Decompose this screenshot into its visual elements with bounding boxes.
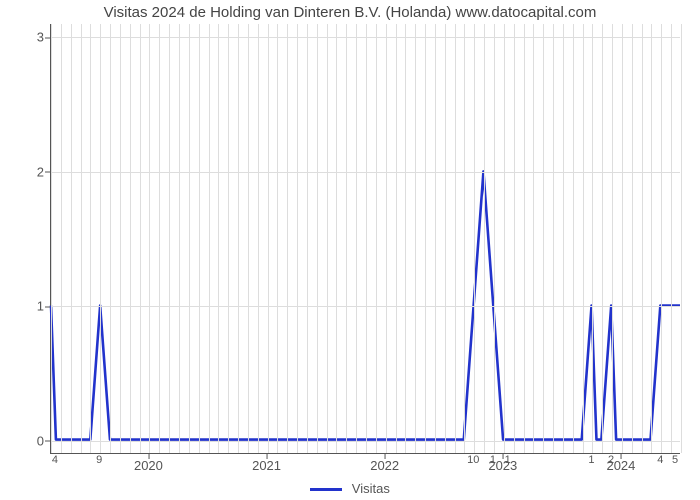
gridline-vertical — [573, 24, 574, 453]
gridline-vertical — [90, 24, 91, 453]
x-tick-label-small: 4 — [52, 454, 58, 466]
gridline-vertical — [681, 24, 682, 453]
gridline-vertical — [592, 24, 593, 453]
gridline-vertical — [602, 24, 603, 453]
gridline-vertical — [248, 24, 249, 453]
x-tick-label-small: 1 — [588, 454, 594, 466]
x-tick-label-small: 10 — [467, 454, 479, 466]
gridline-vertical — [51, 24, 52, 453]
x-tick-label-small: 5 — [672, 454, 678, 466]
gridline-vertical — [287, 24, 288, 453]
plot-area — [50, 24, 680, 454]
gridline-vertical — [671, 24, 672, 453]
gridline-vertical — [317, 24, 318, 453]
gridline-vertical — [159, 24, 160, 453]
y-tick-label: 2 — [4, 164, 44, 179]
gridline-vertical — [81, 24, 82, 453]
gridline-vertical — [504, 24, 505, 453]
gridline-vertical — [642, 24, 643, 453]
gridline-vertical — [455, 24, 456, 453]
x-tick-label-small: 1 — [505, 454, 511, 466]
gridline-vertical — [445, 24, 446, 453]
gridline-vertical — [415, 24, 416, 453]
gridline-vertical — [228, 24, 229, 453]
x-tick-label-year: 2022 — [370, 458, 399, 473]
gridline-vertical — [61, 24, 62, 453]
chart-title: Visitas 2024 de Holding van Dinteren B.V… — [0, 4, 700, 21]
y-tick-label: 1 — [4, 299, 44, 314]
x-tick-label-small: 1 — [490, 454, 496, 466]
x-tick-label-small: 2 — [608, 454, 614, 466]
line-chart: Visitas 2024 de Holding van Dinteren B.V… — [0, 0, 700, 500]
gridline-vertical — [553, 24, 554, 453]
gridline-vertical — [179, 24, 180, 453]
gridline-vertical — [514, 24, 515, 453]
gridline-vertical — [494, 24, 495, 453]
gridline-vertical — [632, 24, 633, 453]
gridline-vertical — [277, 24, 278, 453]
gridline-vertical — [100, 24, 101, 453]
x-tick-label-small: 4 — [657, 454, 663, 466]
gridline-vertical — [209, 24, 210, 453]
gridline-vertical — [583, 24, 584, 453]
gridline-vertical — [543, 24, 544, 453]
gridline-vertical — [386, 24, 387, 453]
gridline-vertical — [405, 24, 406, 453]
gridline-vertical — [376, 24, 377, 453]
gridline-vertical — [169, 24, 170, 453]
x-tick-label-small: 9 — [96, 454, 102, 466]
y-tick-label: 3 — [4, 30, 44, 45]
gridline-vertical — [110, 24, 111, 453]
x-tick-label-year: 2021 — [252, 458, 281, 473]
gridline-vertical — [307, 24, 308, 453]
gridline-vertical — [130, 24, 131, 453]
gridline-vertical — [71, 24, 72, 453]
gridline-vertical — [661, 24, 662, 453]
gridline-vertical — [120, 24, 121, 453]
gridline-vertical — [268, 24, 269, 453]
gridline-vertical — [622, 24, 623, 453]
gridline-vertical — [218, 24, 219, 453]
gridline-vertical — [524, 24, 525, 453]
y-tick-label: 0 — [4, 433, 44, 448]
legend-label: Visitas — [352, 481, 390, 496]
legend-swatch — [310, 488, 342, 491]
gridline-vertical — [366, 24, 367, 453]
gridline-vertical — [346, 24, 347, 453]
gridline-vertical — [651, 24, 652, 453]
gridline-vertical — [464, 24, 465, 453]
gridline-vertical — [327, 24, 328, 453]
gridline-vertical — [396, 24, 397, 453]
gridline-vertical — [199, 24, 200, 453]
gridline-vertical — [189, 24, 190, 453]
gridline-vertical — [336, 24, 337, 453]
gridline-vertical — [149, 24, 150, 453]
gridline-vertical — [435, 24, 436, 453]
legend: Visitas — [0, 481, 700, 496]
gridline-vertical — [612, 24, 613, 453]
x-tick-label-year: 2020 — [134, 458, 163, 473]
gridline-vertical — [563, 24, 564, 453]
gridline-vertical — [140, 24, 141, 453]
gridline-vertical — [533, 24, 534, 453]
gridline-vertical — [297, 24, 298, 453]
gridline-vertical — [484, 24, 485, 453]
gridline-vertical — [238, 24, 239, 453]
gridline-vertical — [356, 24, 357, 453]
gridline-vertical — [425, 24, 426, 453]
gridline-vertical — [258, 24, 259, 453]
gridline-vertical — [474, 24, 475, 453]
